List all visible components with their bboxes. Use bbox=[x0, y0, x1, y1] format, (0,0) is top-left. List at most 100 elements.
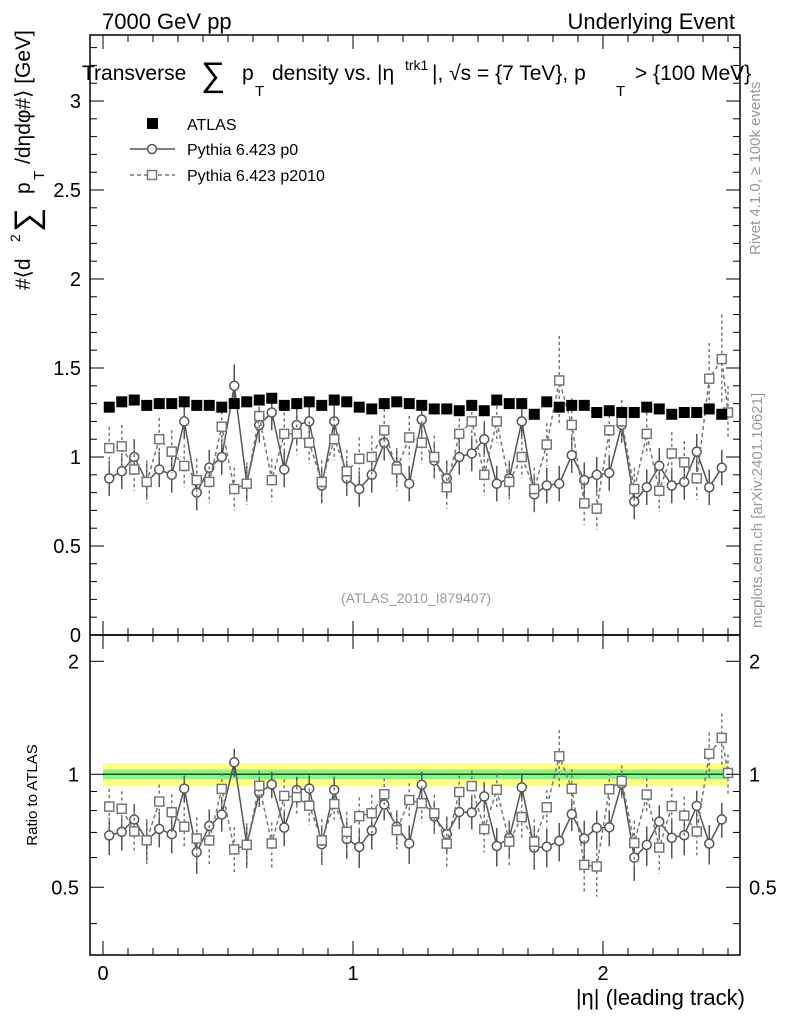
ratio-point-p2010 bbox=[391, 824, 402, 836]
point-atlas bbox=[366, 403, 378, 415]
point-atlas bbox=[478, 405, 490, 417]
point-atlas bbox=[291, 398, 303, 410]
mcplots-label: mcplots.cern.ch [arXiv:2401.10621] bbox=[749, 393, 766, 628]
point-p2010 bbox=[441, 482, 452, 493]
ratio-point-p0 bbox=[216, 809, 227, 820]
point-atlas bbox=[266, 392, 278, 404]
point-p0 bbox=[104, 473, 115, 484]
ratio-point-p2010 bbox=[291, 791, 302, 803]
ratio-point-p2010 bbox=[279, 790, 290, 802]
point-p0 bbox=[116, 465, 127, 477]
point-atlas bbox=[341, 396, 353, 408]
point-atlas bbox=[191, 399, 203, 411]
legend: ATLAS Pythia 6.423 p0 Pythia 6.423 p2010 bbox=[130, 117, 325, 185]
point-atlas bbox=[603, 405, 615, 417]
ratio-point-p2010 bbox=[491, 784, 502, 796]
ratio-point-p0 bbox=[229, 756, 240, 768]
point-atlas bbox=[103, 401, 115, 413]
chart-title: Transverse ∑ p T density vs. |η trk1 |, … bbox=[82, 56, 751, 100]
point-p0 bbox=[541, 480, 552, 491]
point-p2010 bbox=[629, 483, 640, 495]
point-p2010 bbox=[104, 442, 115, 454]
ratio-point-p0 bbox=[516, 782, 527, 793]
point-atlas bbox=[591, 407, 603, 418]
ratio-y-tick-label-right: 2 bbox=[749, 651, 760, 673]
ratio-point-p2010 bbox=[704, 748, 715, 760]
ratio-point-p0 bbox=[541, 841, 552, 852]
y-tick-label: 3 bbox=[70, 91, 81, 113]
point-atlas bbox=[353, 401, 365, 413]
point-p2010 bbox=[604, 425, 615, 436]
point-p2010 bbox=[354, 453, 365, 465]
y-tick-label: 0 bbox=[70, 625, 81, 647]
ratio-point-p2010 bbox=[566, 783, 577, 795]
ratio-point-p0 bbox=[591, 822, 602, 834]
point-p2010 bbox=[266, 474, 277, 486]
point-atlas bbox=[166, 398, 178, 410]
ratio-point-p2010 bbox=[354, 810, 365, 822]
ratio-point-p2010 bbox=[629, 837, 640, 849]
point-p2010 bbox=[641, 428, 652, 440]
point-atlas bbox=[416, 399, 428, 411]
ratio-point-p0 bbox=[116, 826, 127, 838]
header-right: Underlying Event bbox=[567, 9, 735, 34]
y-tick-label: 2.5 bbox=[53, 180, 81, 202]
ratio-point-p0 bbox=[104, 830, 115, 841]
ratio-point-p0 bbox=[566, 808, 577, 820]
point-p0 bbox=[591, 469, 602, 481]
title-sum: ∑ bbox=[201, 56, 225, 94]
point-atlas bbox=[541, 396, 553, 408]
point-p0 bbox=[691, 446, 702, 457]
point-atlas bbox=[403, 398, 415, 410]
point-p0 bbox=[666, 480, 677, 491]
ratio-point-p0 bbox=[354, 841, 365, 853]
point-atlas bbox=[616, 407, 628, 418]
point-atlas bbox=[578, 399, 590, 411]
point-p2010 bbox=[654, 485, 665, 497]
point-p0 bbox=[716, 462, 727, 473]
point-p2010 bbox=[479, 469, 490, 481]
ratio-point-p2010 bbox=[229, 844, 240, 855]
ratio-point-p0 bbox=[479, 791, 490, 802]
title-sub-t: T bbox=[255, 83, 264, 100]
title-a: Transverse bbox=[82, 62, 186, 85]
point-p0 bbox=[266, 407, 277, 418]
legend-marker-p2010 bbox=[146, 169, 158, 181]
point-p0 bbox=[604, 467, 615, 479]
point-atlas bbox=[116, 396, 128, 408]
ratio-y-tick-label: 2 bbox=[68, 651, 79, 673]
ratio-point-p2010 bbox=[691, 826, 702, 837]
ratio-point-p2010 bbox=[579, 859, 590, 871]
ratio-point-p2010 bbox=[666, 800, 677, 812]
ratio-point-p0 bbox=[641, 839, 652, 851]
point-p2010 bbox=[241, 478, 252, 489]
legend-label-p2010: Pythia 6.423 p2010 bbox=[187, 168, 325, 185]
point-atlas bbox=[241, 396, 253, 408]
point-atlas bbox=[503, 398, 515, 410]
ratio-point-p2010 bbox=[304, 800, 315, 811]
point-p2010 bbox=[566, 419, 577, 431]
ratio-point-p2010 bbox=[154, 796, 165, 807]
point-p2010 bbox=[679, 457, 690, 468]
point-atlas bbox=[528, 408, 540, 420]
ratio-point-p2010 bbox=[716, 732, 727, 744]
ratio-plot bbox=[103, 713, 734, 897]
ratio-point-p0 bbox=[491, 840, 502, 852]
ratio-point-p2010 bbox=[404, 794, 415, 806]
ratio-point-p0 bbox=[454, 806, 465, 818]
point-atlas bbox=[378, 398, 390, 410]
point-p2010 bbox=[179, 460, 190, 472]
point-atlas bbox=[553, 401, 565, 413]
point-atlas bbox=[153, 398, 165, 410]
point-atlas bbox=[128, 394, 140, 406]
point-p0 bbox=[229, 380, 240, 392]
ratio-point-p2010 bbox=[454, 786, 465, 798]
ratio-point-p2010 bbox=[679, 810, 690, 821]
point-atlas bbox=[428, 403, 440, 415]
point-p0 bbox=[179, 416, 190, 427]
ratio-point-p2010 bbox=[116, 803, 127, 815]
point-p2010 bbox=[666, 448, 677, 459]
ratio-point-p0 bbox=[654, 816, 665, 827]
ylabel-sub: T bbox=[31, 171, 48, 180]
